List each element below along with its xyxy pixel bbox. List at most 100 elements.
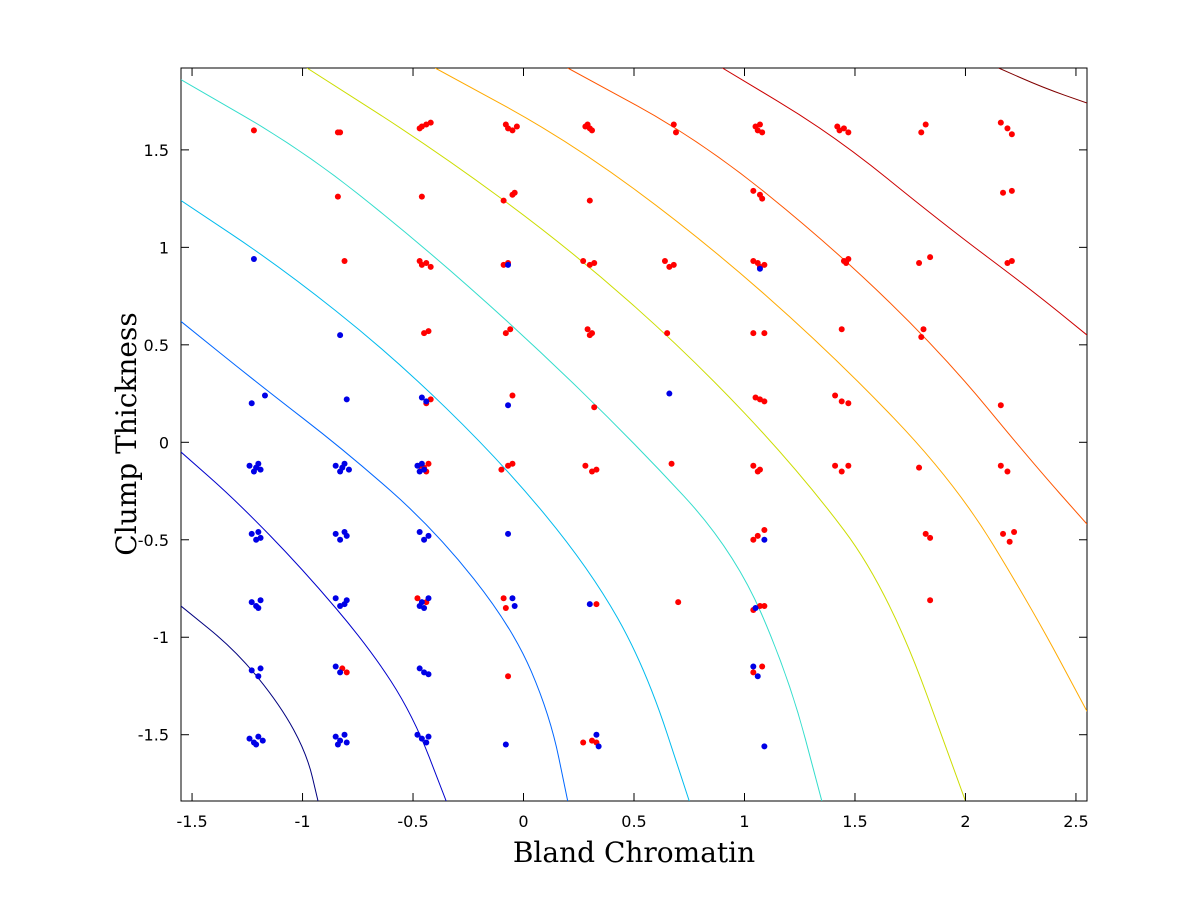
data-point-series-2 (255, 673, 262, 680)
data-point-series-1 (922, 530, 929, 537)
data-point-series-2 (343, 532, 350, 539)
data-point-series-1 (761, 398, 768, 405)
data-point-series-2 (509, 595, 516, 602)
data-point-series-2 (255, 733, 262, 740)
data-point-series-2 (750, 663, 757, 670)
data-point-series-1 (1008, 187, 1015, 194)
data-point-series-1 (997, 462, 1004, 469)
data-point-series-2 (334, 741, 341, 748)
data-point-series-1 (427, 263, 434, 270)
data-point-series-1 (591, 259, 598, 266)
data-point-series-1 (761, 330, 768, 337)
y-tick-label: 1 (159, 238, 169, 257)
data-point-series-1 (500, 595, 507, 602)
data-points (246, 119, 1018, 750)
data-point-series-1 (756, 121, 763, 128)
x-axis-label: Bland Chromatin (513, 836, 755, 869)
data-point-series-2 (332, 462, 339, 469)
data-point-series-2 (595, 743, 602, 750)
data-point-series-1 (840, 125, 847, 132)
contour-line-10 (998, 68, 1087, 104)
data-point-series-1 (668, 460, 675, 467)
data-point-series-1 (838, 468, 845, 475)
data-point-series-2 (752, 605, 759, 612)
data-point-series-1 (750, 330, 757, 337)
data-point-series-2 (761, 536, 768, 543)
data-point-series-2 (337, 332, 344, 339)
data-point-series-2 (332, 530, 339, 537)
data-point-series-1 (918, 334, 925, 341)
data-point-series-1 (591, 404, 598, 411)
data-point-series-1 (750, 536, 757, 543)
data-point-series-2 (425, 733, 432, 740)
data-point-series-1 (586, 332, 593, 339)
contour-line-3 (181, 321, 569, 801)
contour-line-4 (181, 200, 690, 801)
contour-line-2 (181, 451, 447, 801)
data-point-series-1 (509, 392, 516, 399)
data-point-series-1 (1000, 530, 1007, 537)
data-point-series-2 (754, 673, 761, 680)
data-point-series-2 (248, 530, 255, 537)
data-point-series-1 (918, 129, 925, 136)
y-tick-label: -1 (153, 628, 169, 647)
data-point-series-1 (580, 739, 587, 746)
x-tick-label: 0 (518, 812, 528, 831)
x-tick-label: 2 (960, 812, 970, 831)
data-point-series-1 (750, 462, 757, 469)
data-point-series-2 (414, 731, 421, 738)
data-point-series-2 (261, 392, 268, 399)
y-tick-label: -1.5 (138, 726, 169, 745)
data-point-series-2 (425, 595, 432, 602)
data-point-series-1 (927, 254, 934, 261)
data-point-series-1 (761, 527, 768, 534)
data-point-series-1 (500, 197, 507, 204)
data-point-series-2 (425, 671, 432, 678)
data-point-series-2 (332, 733, 339, 740)
data-point-series-1 (1006, 538, 1013, 545)
contour-line-5 (181, 79, 823, 801)
data-point-series-2 (339, 464, 346, 471)
data-point-series-1 (1000, 189, 1007, 196)
data-point-series-2 (248, 400, 255, 407)
data-point-series-2 (416, 528, 423, 535)
data-point-series-1 (418, 193, 425, 200)
data-point-series-1 (838, 326, 845, 333)
data-point-series-1 (1008, 257, 1015, 264)
data-point-series-1 (750, 187, 757, 194)
data-point-series-1 (507, 326, 514, 333)
data-point-series-2 (248, 599, 255, 606)
data-point-series-1 (582, 462, 589, 469)
data-point-series-1 (922, 121, 929, 128)
contour-line-8 (567, 68, 1087, 525)
data-point-series-1 (334, 193, 341, 200)
data-point-series-1 (845, 256, 852, 263)
data-point-series-1 (845, 462, 852, 469)
x-tick-label: 2.5 (1063, 812, 1088, 831)
data-point-series-2 (332, 595, 339, 602)
data-point-series-2 (250, 256, 257, 263)
plot-area (180, 67, 1088, 802)
x-tick-label: -1.5 (176, 812, 207, 831)
data-point-series-2 (337, 536, 344, 543)
data-point-series-1 (423, 259, 430, 266)
data-point-series-1 (756, 466, 763, 473)
data-point-series-2 (418, 735, 425, 742)
data-point-series-2 (425, 532, 432, 539)
contour-line-9 (722, 68, 1087, 336)
x-tick-label: 0.5 (621, 812, 646, 831)
contour-lines (181, 68, 1087, 801)
x-tick-label: -1 (295, 812, 311, 831)
data-point-series-1 (505, 673, 512, 680)
data-point-series-2 (756, 265, 763, 272)
data-point-series-2 (511, 603, 518, 610)
data-point-series-1 (509, 460, 516, 467)
data-point-series-1 (513, 123, 520, 130)
data-point-series-2 (416, 665, 423, 672)
data-point-series-1 (754, 532, 761, 539)
data-point-series-2 (257, 665, 264, 672)
data-point-series-1 (341, 257, 348, 264)
data-point-series-2 (255, 605, 262, 612)
data-point-series-1 (250, 127, 257, 134)
data-point-series-2 (343, 597, 350, 604)
